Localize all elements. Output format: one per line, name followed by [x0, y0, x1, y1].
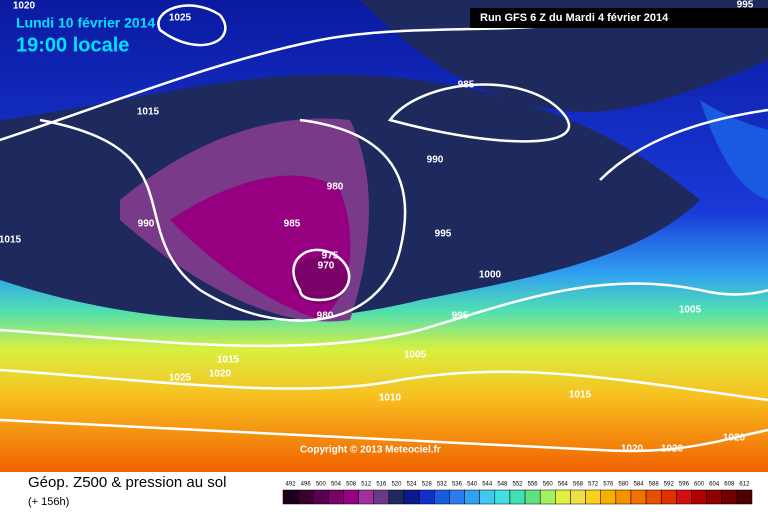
legend-label: 568 [573, 482, 584, 488]
legend-swatch [691, 489, 707, 505]
legend-swatch [721, 489, 738, 505]
legend-label: 580 [618, 482, 629, 488]
isobar-label: 1020 [661, 444, 684, 455]
isobar-label: 1005 [679, 305, 702, 316]
legend-label: 592 [664, 482, 675, 488]
legend-swatch [313, 489, 329, 505]
legend-label: 524 [407, 482, 418, 488]
legend-swatch [388, 489, 405, 505]
legend-swatch [539, 489, 556, 505]
legend-swatch [418, 489, 435, 505]
legend-label: 536 [452, 482, 463, 488]
legend-label: 500 [316, 482, 327, 488]
legend-swatch [509, 489, 526, 505]
legend-label: 548 [497, 482, 508, 488]
isobar-label: 1015 [0, 235, 22, 246]
isobar-label: 1020 [209, 369, 232, 380]
isobar-label: 1020 [621, 444, 644, 455]
legend-label: 520 [391, 482, 402, 488]
isobar-label: 1010 [379, 393, 402, 404]
legend-label: 572 [588, 482, 599, 488]
isobar-label: 980 [327, 182, 344, 193]
legend-label: 608 [724, 482, 735, 488]
isobar-label: 1020 [13, 1, 36, 12]
legend-swatch [585, 489, 601, 505]
legend-label: 532 [437, 482, 448, 488]
footer-title: Géop. Z500 & pression au sol [28, 474, 226, 491]
legend-swatch [555, 489, 571, 505]
legend-label: 560 [543, 482, 554, 488]
legend-swatch [479, 489, 496, 505]
legend-label: 604 [709, 482, 720, 488]
footer-lead: (+ 156h) [28, 496, 69, 508]
legend-label: 564 [558, 482, 569, 488]
legend-swatch [706, 489, 722, 505]
legend-swatch [297, 489, 314, 505]
legend-swatch [494, 489, 511, 505]
isobar-label: 1025 [169, 373, 192, 384]
isobar-label: 985 [284, 219, 301, 230]
isobar-label: 995 [737, 0, 754, 11]
isobar-label: 1015 [569, 390, 592, 401]
date-label: Lundi 10 février 2014 [16, 15, 156, 31]
legend-label: 512 [361, 482, 372, 488]
legend-label: 588 [649, 482, 660, 488]
isobar-label: 995 [452, 311, 469, 322]
legend-swatch [434, 489, 450, 505]
legend-swatch [630, 489, 647, 505]
copyright: Copyright © 2013 Meteociel.fr [300, 445, 441, 456]
legend-label: 504 [331, 482, 342, 488]
isobar-label: 1015 [137, 107, 160, 118]
legend-label: 556 [528, 482, 539, 488]
legend-label: 600 [694, 482, 705, 488]
map [0, 0, 768, 472]
legend-swatch [676, 489, 692, 505]
isobar-label: 1000 [479, 270, 502, 281]
isobar-label: 990 [138, 219, 155, 230]
legend-label: 552 [512, 482, 523, 488]
legend-swatch [645, 489, 662, 505]
legend-swatch [403, 489, 420, 505]
legend-swatch [600, 489, 617, 505]
legend-swatch [736, 489, 753, 505]
legend-swatch [570, 489, 586, 505]
legend-label: 540 [467, 482, 478, 488]
legend-swatch [449, 489, 465, 505]
legend-label: 544 [482, 482, 493, 488]
isobar-label: 1025 [169, 13, 192, 24]
isobar-label: 980 [317, 311, 334, 322]
legend-swatch [464, 489, 480, 505]
legend-swatch [282, 489, 299, 505]
legend-swatch [615, 489, 632, 505]
legend-swatch [343, 489, 359, 505]
legend-label: 576 [603, 482, 614, 488]
isobar-label: 985 [458, 80, 475, 91]
legend-label: 492 [286, 482, 297, 488]
legend-label: 496 [301, 482, 312, 488]
isobar-label: 1015 [217, 355, 240, 366]
legend-label: 516 [376, 482, 387, 488]
legend-swatch [524, 489, 541, 505]
legend-label: 612 [739, 482, 750, 488]
legend-label: 584 [634, 482, 645, 488]
legend-label: 528 [422, 482, 433, 488]
isobar-label: 1020 [723, 433, 746, 444]
isobar-label: 1005 [404, 350, 427, 361]
legend-swatch [660, 489, 677, 505]
legend-label: 596 [679, 482, 690, 488]
legend-swatch [358, 489, 375, 505]
isobar-label: 990 [427, 155, 444, 166]
legend-swatch [328, 489, 344, 505]
isobar-label: 995 [435, 229, 452, 240]
run-label: Run GFS 6 Z du Mardi 4 février 2014 [480, 12, 669, 24]
time-label: 19:00 locale [16, 34, 129, 56]
isobar-label: 970 [318, 261, 335, 272]
isobar-label: 975 [322, 251, 339, 262]
legend-label: 508 [346, 482, 357, 488]
legend-swatch [373, 489, 390, 505]
